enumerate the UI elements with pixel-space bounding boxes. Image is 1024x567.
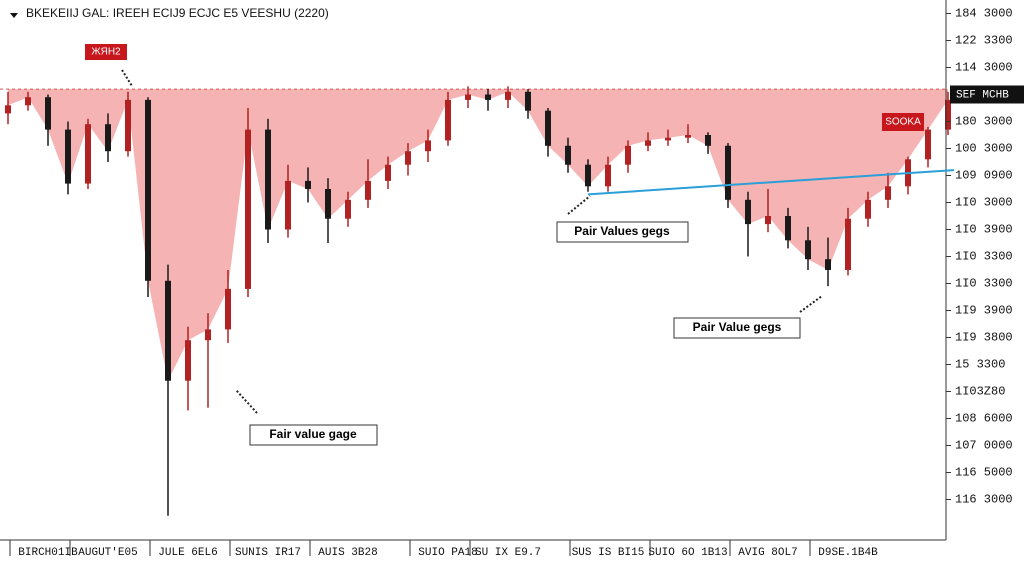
- y-tick-label: 116 5000: [955, 466, 1013, 480]
- price-badge: [950, 85, 1024, 104]
- x-tick-label: SUIO 6O 1B13: [648, 547, 727, 559]
- y-tick-label: 1I03Z80: [955, 385, 1005, 399]
- candle-body: [165, 280, 171, 381]
- badge: [85, 44, 127, 60]
- x-tick-label: AVIG 8OL7: [738, 547, 797, 559]
- x-tick-label: SUNIS IR17: [235, 547, 301, 559]
- annotation: Fair value gage: [269, 427, 357, 441]
- candle-body: [85, 124, 91, 184]
- y-tick-label: 107 0000: [955, 439, 1013, 453]
- y-tick-label: 108 6000: [955, 412, 1013, 426]
- y-tick-label: 1I0 3300: [955, 250, 1013, 264]
- candle-body: [845, 218, 851, 270]
- chart-title: BKEKEIIJ GAL: IREEH ECIJ9 ECJC E5 VEESHU…: [26, 6, 329, 20]
- candle-body: [645, 140, 651, 146]
- candle-body: [145, 99, 151, 281]
- candle-body: [465, 94, 471, 100]
- candle-body: [105, 124, 111, 152]
- candle-body: [25, 97, 31, 106]
- candle-body: [345, 199, 351, 219]
- candle-body: [205, 329, 211, 341]
- candle-body: [625, 145, 631, 165]
- candle-body: [545, 110, 551, 146]
- candle-body: [805, 240, 811, 260]
- candle-body: [425, 140, 431, 152]
- candle-body: [665, 137, 671, 141]
- candle-body: [765, 216, 771, 225]
- y-tick-label: 116 3000: [955, 493, 1013, 507]
- price-badge-text: SEF MCHB: [956, 89, 1009, 101]
- candle-body: [505, 91, 511, 100]
- badge-text: ЖЯН2: [91, 47, 121, 58]
- y-tick-label: 109 0900: [955, 169, 1013, 183]
- candle-body: [865, 199, 871, 219]
- candle-body: [565, 145, 571, 165]
- y-tick-label: 1I9 3800: [955, 331, 1013, 345]
- y-tick-label: 114 3000: [955, 61, 1013, 75]
- annotation: Pair Value gegs: [693, 320, 782, 334]
- x-tick-label: SUS IS BI15: [572, 547, 645, 559]
- candle-body: [65, 129, 71, 184]
- candle-body: [725, 145, 731, 200]
- candle-body: [445, 99, 451, 141]
- arrow: [567, 195, 591, 215]
- x-tick-label: SU IX E9.7: [475, 547, 541, 559]
- candle-body: [185, 340, 191, 381]
- candle-body: [45, 97, 51, 130]
- candle-body: [225, 288, 231, 330]
- y-tick-label: 15 3300: [955, 358, 1005, 372]
- candle-body: [5, 105, 11, 114]
- x-tick-label: D9SE.1B4B: [818, 547, 878, 559]
- gap-area: [8, 89, 948, 381]
- y-tick-label: 1I0 3900: [955, 223, 1013, 237]
- candle-body: [685, 135, 691, 138]
- y-tick-label: 184 3000: [955, 7, 1013, 21]
- y-tick-label: 1I9 3900: [955, 304, 1013, 318]
- candle-body: [265, 129, 271, 230]
- trend-line: [587, 169, 955, 196]
- y-tick-label: 1I0 3000: [955, 196, 1013, 210]
- x-tick-label: BIRCH01IB: [18, 547, 78, 559]
- candle-body: [785, 216, 791, 241]
- annotation-box: [673, 317, 801, 339]
- candle-body: [245, 129, 251, 289]
- x-tick-label: AUIS 3B28: [318, 547, 377, 559]
- annotation-box: [249, 424, 378, 446]
- y-tick-label: 180 3000: [955, 115, 1013, 129]
- x-tick-label: AUGUT'E05: [78, 547, 137, 559]
- candle-body: [405, 151, 411, 165]
- candle-body: [705, 135, 711, 146]
- candle-body: [325, 189, 331, 219]
- candle-body: [485, 94, 491, 100]
- annotation-box: [556, 221, 689, 243]
- arrow: [121, 69, 133, 87]
- candle-body: [825, 259, 831, 270]
- candle-body: [385, 164, 391, 181]
- candle-body: [285, 180, 291, 230]
- candle-body: [745, 199, 751, 225]
- x-tick-label: SUIO PA18: [418, 547, 477, 559]
- badge: [882, 113, 924, 131]
- candle-body: [945, 99, 951, 130]
- x-tick-label: JULE 6EL6: [158, 547, 217, 559]
- candle-body: [885, 186, 891, 200]
- y-tick-label: 100 3000: [955, 142, 1013, 156]
- candle-body: [305, 180, 311, 189]
- plot: [0, 86, 951, 516]
- candle-body: [925, 129, 931, 160]
- badge-text: SOOKA: [885, 117, 921, 128]
- annotation: Pair Values gegs: [574, 224, 670, 238]
- candle-body: [525, 91, 531, 111]
- y-tick-label: 1I0 3300: [955, 277, 1013, 291]
- collapse-icon[interactable]: [10, 13, 18, 18]
- candle-body: [585, 164, 591, 187]
- y-tick-label: 122 3300: [955, 34, 1013, 48]
- arrow: [235, 389, 258, 414]
- candle-body: [365, 180, 371, 200]
- candle-body: [125, 99, 131, 152]
- arrow: [799, 295, 823, 313]
- candle-body: [605, 164, 611, 187]
